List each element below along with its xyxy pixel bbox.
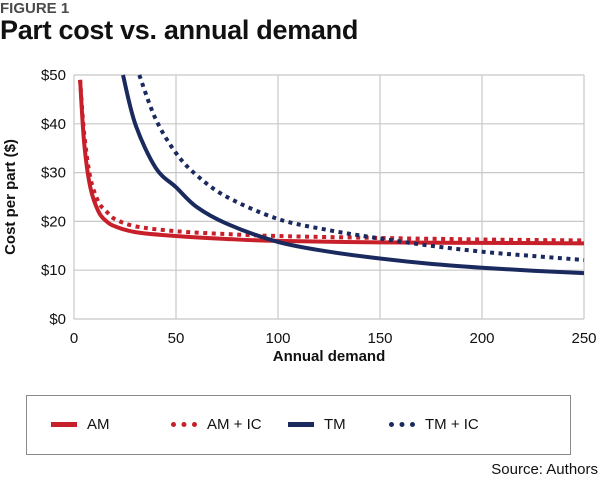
x-tick-label: 250 bbox=[571, 330, 596, 347]
series-line-tm bbox=[121, 74, 585, 276]
y-tick-label: $10 bbox=[41, 262, 66, 279]
legend-swatch-tm bbox=[288, 422, 314, 427]
x-tick-label: 200 bbox=[469, 330, 494, 347]
legend: AM AM + IC TM TM + IC bbox=[26, 395, 571, 455]
source-note: Source: Authors bbox=[491, 461, 598, 478]
chart-title: Part cost vs. annual demand bbox=[0, 15, 359, 45]
y-tick-label: $30 bbox=[41, 165, 66, 182]
y-tick-labels: $0 $10 $20 $30 $40 $50 bbox=[41, 67, 66, 328]
legend-swatch-am-ic bbox=[171, 422, 197, 427]
legend-swatch-tm-ic bbox=[389, 422, 415, 427]
y-tick-label: $20 bbox=[41, 213, 66, 230]
x-tick-labels: 0 50 100 150 200 250 bbox=[70, 330, 597, 347]
y-tick-label: $0 bbox=[49, 311, 66, 328]
figure-label: FIGURE 1 bbox=[0, 0, 70, 17]
legend-swatch-am bbox=[51, 422, 77, 427]
y-tick-label: $50 bbox=[41, 67, 66, 84]
legend-item-tm: TM bbox=[288, 416, 346, 433]
grid bbox=[73, 74, 585, 320]
line-chart: $0 $10 $20 $30 $40 $50 0 50 100 150 200 250 Annual… bbox=[2, 67, 597, 365]
series-line-am bbox=[78, 79, 585, 246]
x-axis-title: Annual demand bbox=[273, 348, 386, 365]
legend-item-am: AM bbox=[51, 416, 110, 433]
x-tick-label: 150 bbox=[367, 330, 392, 347]
series-lines bbox=[78, 74, 585, 276]
x-tick-label: 50 bbox=[168, 330, 185, 347]
x-tick-label: 0 bbox=[70, 330, 78, 347]
y-tick-label: $40 bbox=[41, 116, 66, 133]
legend-label-tm-ic: TM + IC bbox=[425, 416, 479, 433]
legend-label-tm: TM bbox=[324, 416, 346, 433]
legend-label-am: AM bbox=[87, 416, 110, 433]
y-axis-title: Cost per part ($) bbox=[2, 139, 19, 255]
legend-item-tm-ic: TM + IC bbox=[389, 416, 479, 433]
series-line-am-ic bbox=[78, 79, 585, 243]
x-tick-label: 100 bbox=[265, 330, 290, 347]
legend-item-am-ic: AM + IC bbox=[171, 416, 262, 433]
legend-label-am-ic: AM + IC bbox=[207, 416, 262, 433]
